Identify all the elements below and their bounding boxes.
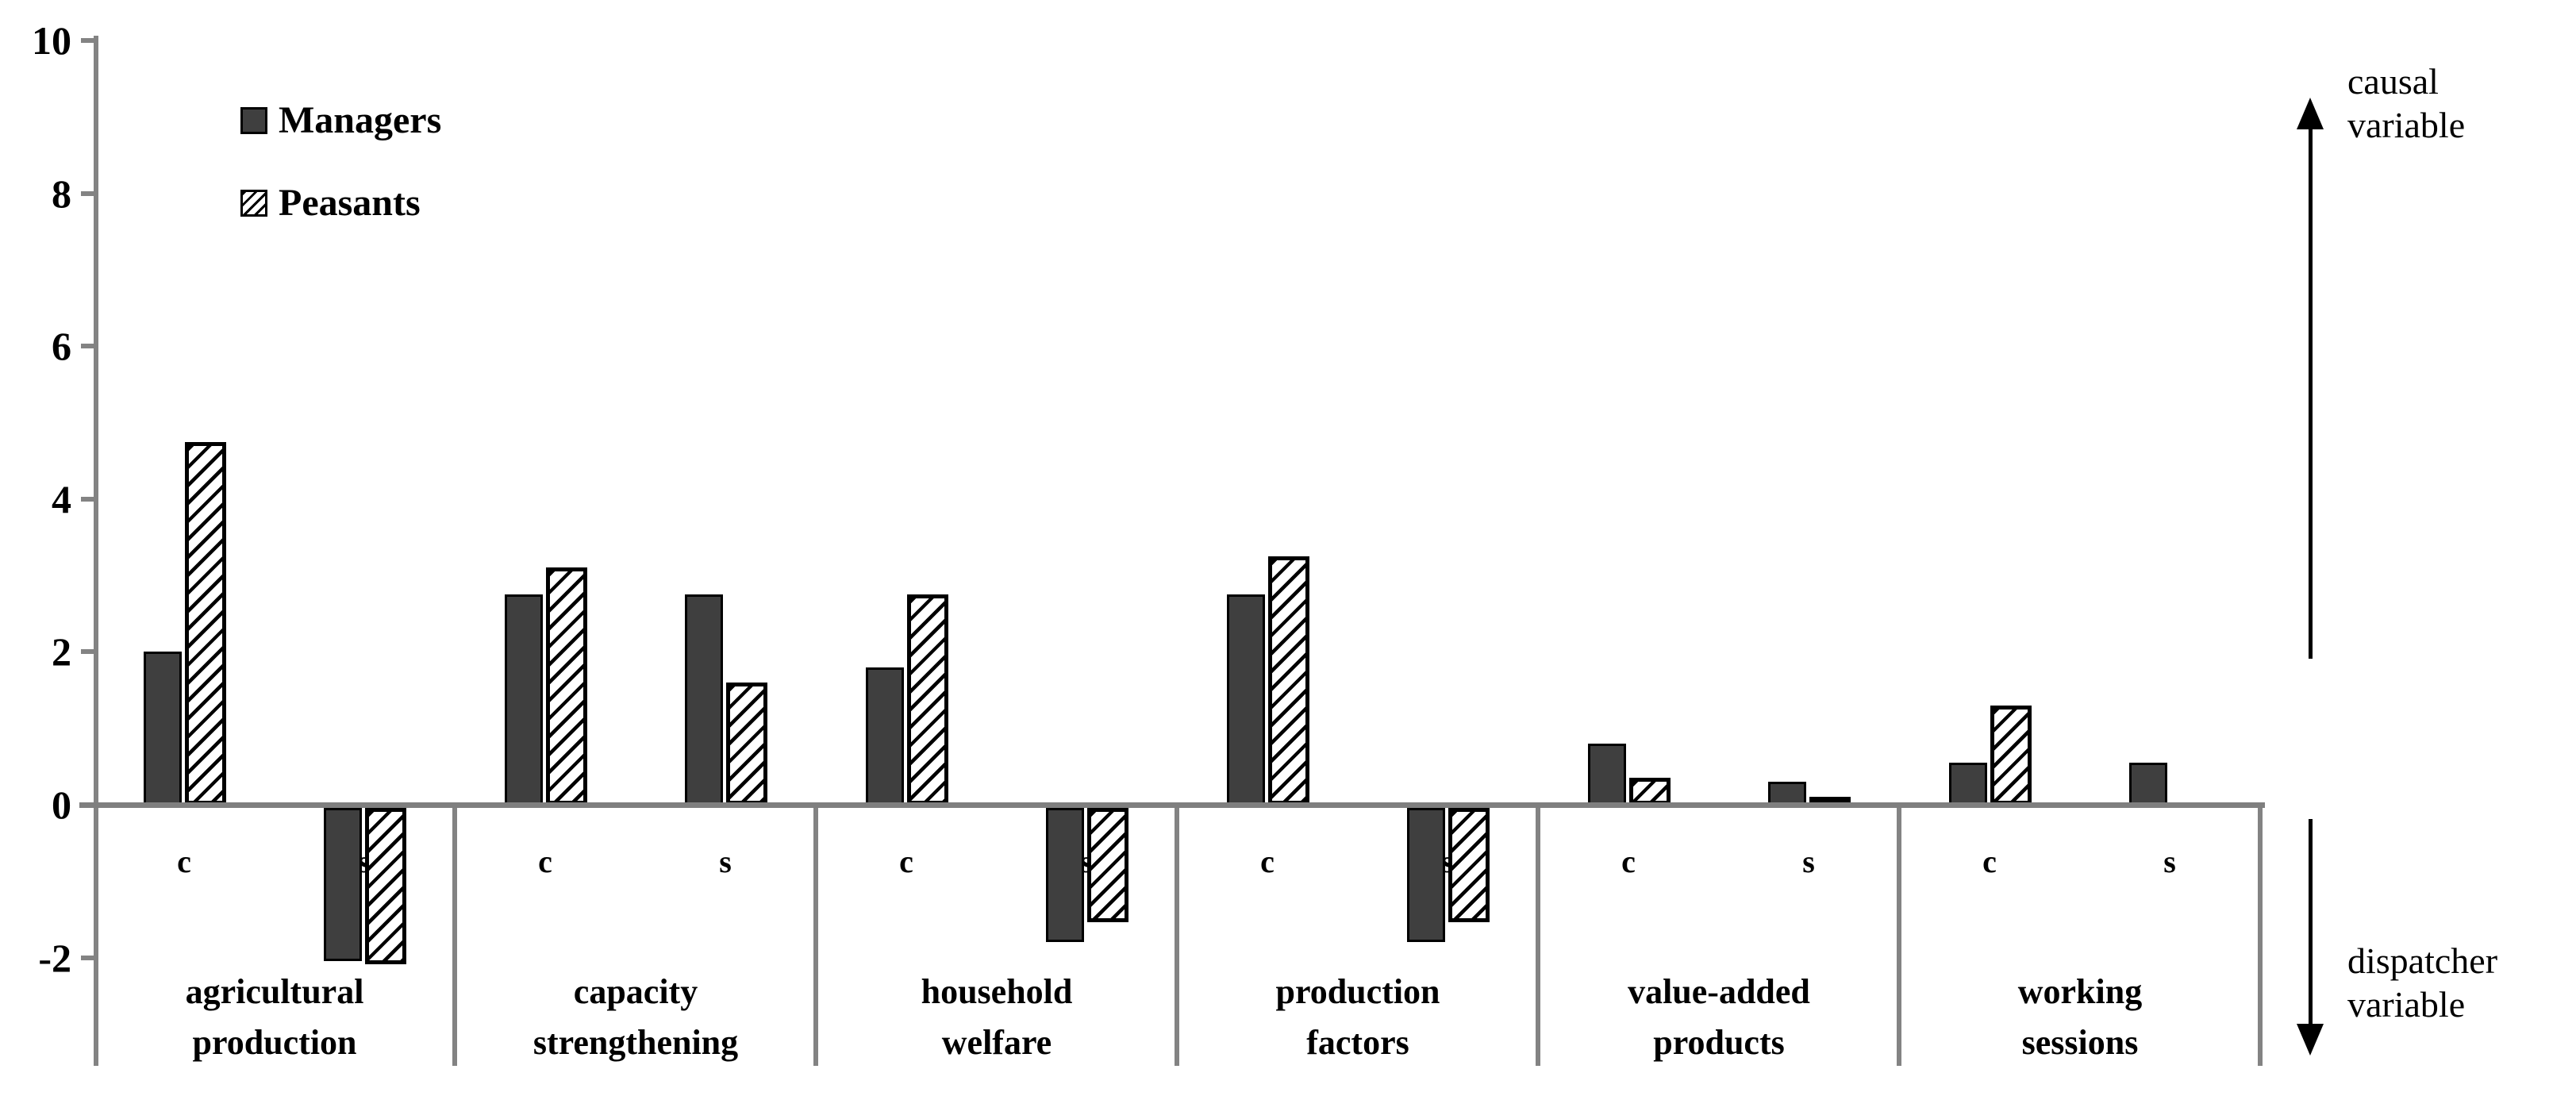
bar-managers-c-capacity-strengthening	[505, 594, 543, 805]
group-divider	[1897, 805, 1901, 1066]
up-arrow-line	[2309, 127, 2313, 659]
y-axis-tick-label: -2	[38, 936, 71, 980]
down-arrow-icon	[2297, 1024, 2324, 1056]
y-axis-tick-label: 2	[52, 629, 71, 674]
subcategory-label-s-value-added-products: s	[1802, 844, 1815, 879]
category-label-working-sessions: working sessions	[1901, 967, 2259, 1068]
legend-label-peasants: Peasants	[279, 182, 421, 224]
plot-right-border	[2258, 805, 2263, 1066]
causal-variable-line2: variable	[2347, 105, 2466, 145]
causal-variable-label: causal variable	[2347, 60, 2465, 147]
bar-peasants-c-production-factors	[1268, 556, 1309, 805]
subcategory-label-s-working-sessions: s	[2163, 844, 2176, 879]
category-label-line: factors	[1306, 1023, 1409, 1062]
y-axis-tick-label: 0	[52, 783, 71, 827]
up-arrow-icon	[2297, 98, 2324, 129]
bar-managers-s-household-welfare	[1046, 808, 1084, 942]
bar-managers-c-production-factors	[1227, 594, 1265, 805]
y-axis-tick	[81, 38, 97, 43]
category-label-line: sessions	[2021, 1023, 2139, 1062]
subcategory-label-c-capacity-strengthening: c	[538, 844, 552, 879]
y-axis-tick-label: 4	[52, 477, 71, 521]
y-axis-tick	[81, 497, 97, 502]
bar-managers-s-capacity-strengthening	[685, 594, 723, 805]
y-axis-tick	[81, 344, 97, 348]
y-axis-tick-label: 8	[52, 171, 71, 216]
bar-managers-s-production-factors	[1407, 808, 1445, 942]
category-label-line: household	[921, 972, 1073, 1011]
bar-managers-c-household-welfare	[866, 667, 904, 805]
bar-peasants-s-household-welfare	[1087, 808, 1128, 922]
legend-item-peasants: Peasants	[240, 184, 441, 222]
subcategory-label-c-household-welfare: c	[899, 844, 913, 879]
category-label-household-welfare: household welfare	[818, 967, 1175, 1068]
bar-peasants-c-working-sessions	[1990, 706, 2032, 805]
y-axis-tick-label: 10	[32, 18, 71, 63]
bar-managers-s-working-sessions	[2129, 763, 2167, 805]
y-axis-line	[94, 36, 98, 1066]
bar-peasants-s-agricultural-production	[365, 808, 406, 964]
category-label-production-factors: production factors	[1179, 967, 1536, 1068]
zero-baseline	[79, 802, 2265, 808]
category-label-line: products	[1653, 1023, 1785, 1062]
down-arrow-line	[2309, 819, 2313, 1025]
managers-swatch-icon	[240, 107, 267, 134]
y-axis-tick-label: 6	[52, 324, 71, 368]
category-label-line: capacity	[573, 972, 698, 1011]
group-divider	[452, 805, 457, 1066]
bar-managers-s-agricultural-production	[324, 808, 362, 961]
legend: Managers Peasants	[240, 102, 441, 222]
bar-peasants-c-value-added-products	[1629, 778, 1671, 805]
subcategory-label-c-value-added-products: c	[1621, 844, 1636, 879]
category-label-value-added-products: value-added products	[1540, 967, 1897, 1068]
subcategory-label-c-production-factors: c	[1260, 844, 1275, 879]
legend-label-managers: Managers	[279, 99, 442, 141]
category-label-line: welfare	[941, 1023, 1052, 1062]
category-label-line: production	[1275, 972, 1440, 1011]
category-label-line: production	[192, 1023, 357, 1062]
y-axis-tick	[81, 649, 97, 654]
category-label-line: working	[2017, 972, 2143, 1011]
category-label-line: strengthening	[533, 1023, 739, 1062]
bar-managers-c-value-added-products	[1588, 744, 1626, 805]
dispatcher-variable-label: dispatcher variable	[2347, 939, 2497, 1026]
subcategory-label-c-agricultural-production: c	[177, 844, 191, 879]
category-label-capacity-strengthening: capacity strengthening	[457, 967, 814, 1068]
legend-item-managers: Managers	[240, 102, 441, 140]
bar-peasants-c-capacity-strengthening	[546, 567, 587, 805]
dispatcher-variable-line1: dispatcher	[2347, 940, 2498, 981]
group-divider	[813, 805, 818, 1066]
category-label-line: agricultural	[185, 972, 364, 1011]
bar-peasants-c-household-welfare	[907, 594, 948, 805]
group-divider	[1175, 805, 1179, 1066]
bar-peasants-s-capacity-strengthening	[726, 683, 767, 805]
y-axis-tick	[81, 191, 97, 196]
y-axis-tick	[81, 956, 97, 960]
subcategory-label-c-working-sessions: c	[1982, 844, 1997, 879]
bar-managers-c-working-sessions	[1949, 763, 1987, 805]
category-label-line: value-added	[1628, 972, 1810, 1011]
bar-peasants-s-production-factors	[1448, 808, 1490, 922]
bar-peasants-c-agricultural-production	[185, 442, 226, 805]
causal-variable-line1: causal	[2347, 61, 2439, 102]
category-label-agricultural-production: agricultural production	[96, 967, 453, 1068]
bar-managers-c-agricultural-production	[144, 652, 182, 805]
peasants-swatch-icon	[240, 190, 267, 217]
group-divider	[1536, 805, 1540, 1066]
subcategory-label-s-capacity-strengthening: s	[719, 844, 732, 879]
bar-managers-s-value-added-products	[1768, 782, 1806, 805]
dispatcher-variable-line2: variable	[2347, 984, 2466, 1025]
